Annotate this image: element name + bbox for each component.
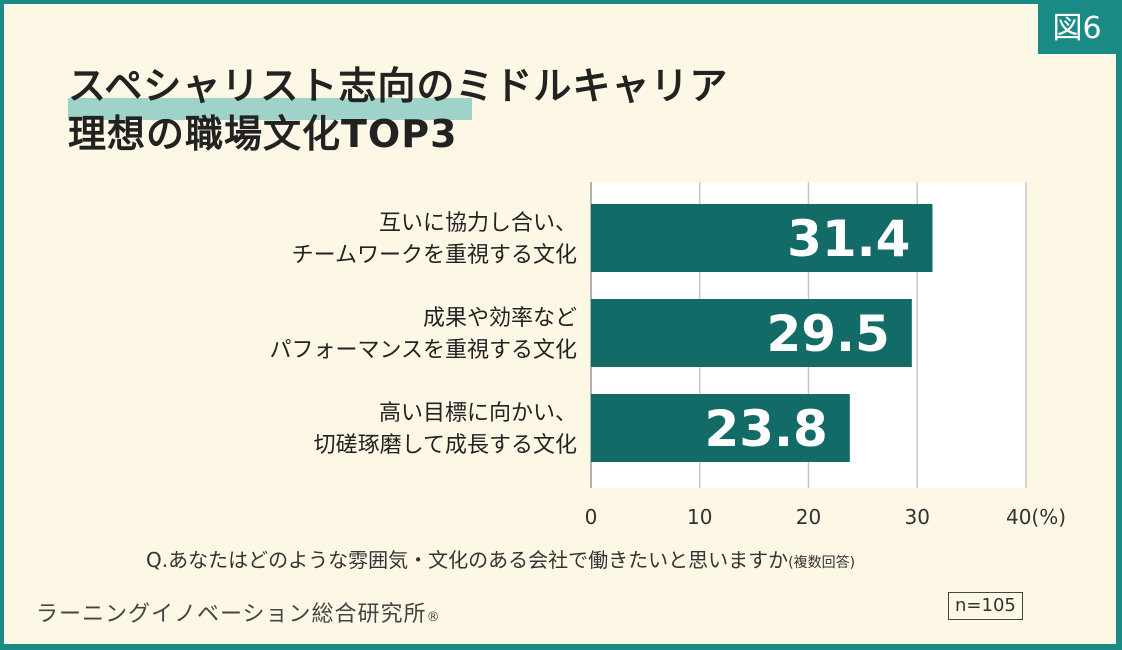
category-label: 切磋琢磨して成長する文化 — [314, 433, 577, 458]
source-credit: ラーニングイノベーション総合研究所® — [36, 596, 441, 628]
x-tick-label: 40(%) — [1006, 505, 1066, 529]
figure-frame: 図6 スペシャリスト志向のミドルキャリア 理想の職場文化TOP3 0 10 20 30… — [4, 4, 1116, 644]
x-tick-label: 30 — [905, 505, 930, 529]
x-tick-label: 0 — [585, 505, 598, 529]
survey-question: Q.あなたはどのような雰囲気・文化のある会社で働きたいと思いますか(複数回答) — [146, 544, 855, 573]
bar-value-label: 29.5 — [766, 305, 889, 363]
bar — [591, 299, 912, 367]
sample-size-badge: n=105 — [948, 592, 1023, 620]
title-highlight — [68, 98, 472, 120]
category-label: 成果や効率など — [423, 306, 577, 331]
bar-value-label: 31.4 — [787, 210, 910, 268]
registered-mark: ® — [426, 610, 441, 625]
x-tick-label: 20 — [796, 505, 821, 529]
category-label: 高い目標に向かい、 — [379, 401, 577, 426]
source-name: ラーニングイノベーション総合研究所 — [36, 602, 427, 627]
bar — [591, 394, 850, 462]
bar — [591, 204, 933, 272]
question-text: Q.あなたはどのような雰囲気・文化のある会社で働きたいと思いますか — [146, 548, 789, 572]
x-tick-label: 10 — [687, 505, 712, 529]
category-label: 互いに協力し合い、 — [379, 211, 577, 236]
category-label: パフォーマンスを重視する文化 — [269, 338, 577, 363]
bar-chart: 0 10 20 30 40(%) 31.4 互いに協力し合い、チームワークを重視する文化 29… — [269, 182, 1066, 529]
question-note: (複数回答) — [788, 555, 856, 571]
chart-title-line2: 理想の職場文化TOP3 — [68, 112, 458, 156]
chart-title-line1: スペシャリスト志向のミドルキャリア — [68, 64, 729, 108]
category-label: チームワークを重視する文化 — [292, 243, 577, 268]
chart-title: スペシャリスト志向のミドルキャリア 理想の職場文化TOP3 — [68, 62, 728, 158]
bar-value-label: 23.8 — [704, 400, 827, 458]
figure-label: 図6 — [1038, 4, 1116, 54]
